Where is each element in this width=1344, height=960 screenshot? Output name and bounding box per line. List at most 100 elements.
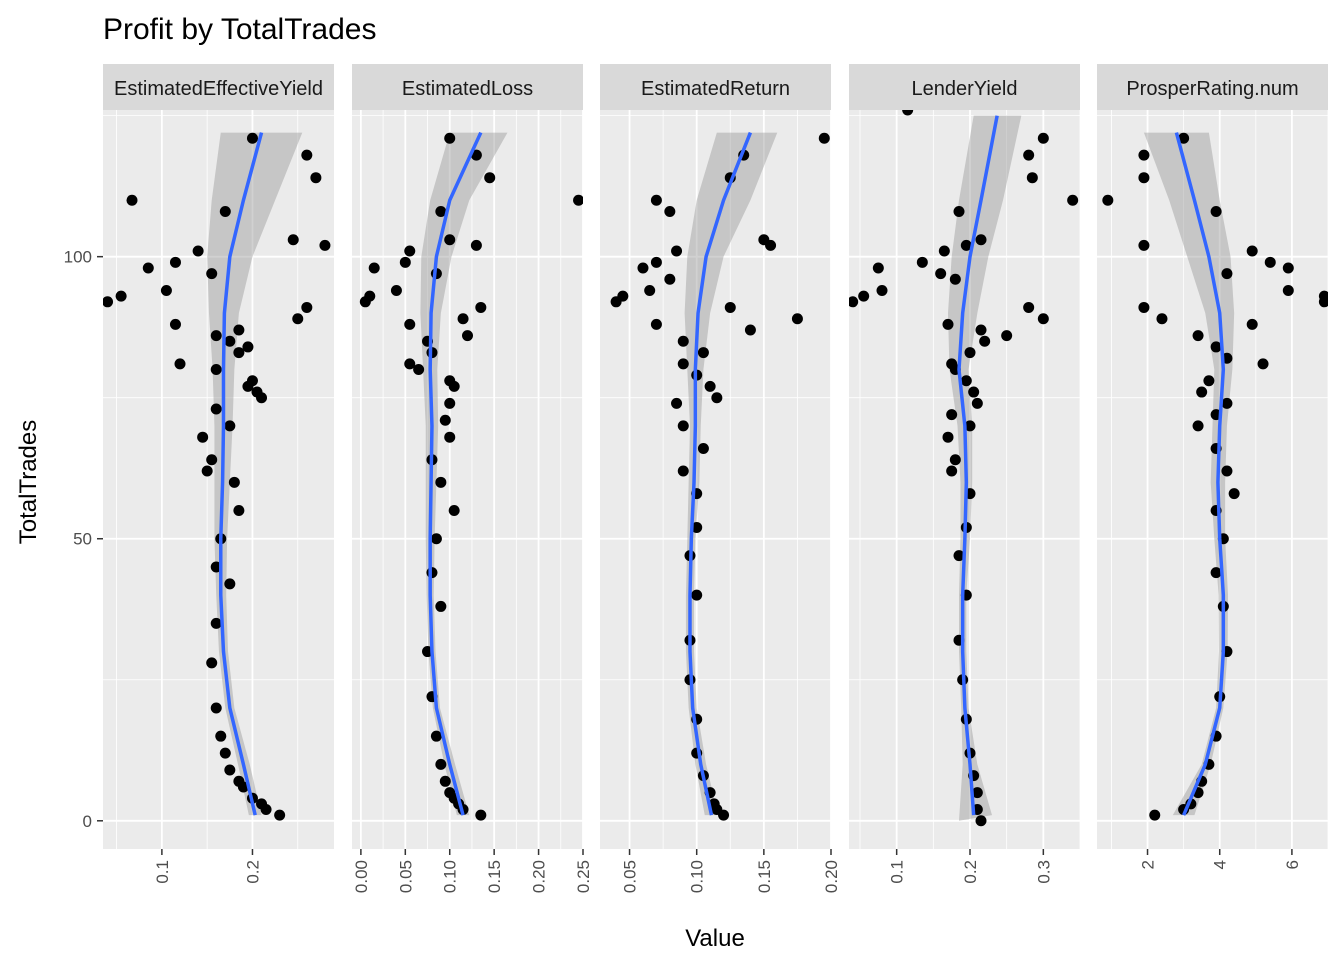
x-tick-label: 0.00 bbox=[352, 860, 371, 893]
data-point bbox=[1203, 375, 1215, 387]
data-point bbox=[858, 290, 870, 302]
data-point bbox=[724, 301, 736, 313]
facet-panel-estimatedeffectiveyield: EstimatedEffectiveYield 0.1 0.2 bbox=[103, 64, 334, 884]
data-point bbox=[210, 561, 222, 573]
y-tick-label: 50 bbox=[73, 530, 92, 549]
x-tick-label: 0.10 bbox=[688, 860, 707, 893]
data-point bbox=[233, 505, 245, 517]
data-point bbox=[1246, 318, 1258, 330]
facet-panel-estimatedloss: EstimatedLoss 0.00 0.05 0.10 0.15 0.20 0.25 bbox=[352, 64, 593, 893]
data-point bbox=[224, 420, 236, 432]
data-point bbox=[169, 318, 181, 330]
data-point bbox=[949, 454, 961, 466]
facet-strip-label: EstimatedEffectiveYield bbox=[114, 78, 323, 100]
data-point bbox=[1138, 239, 1150, 251]
data-point bbox=[210, 363, 222, 375]
confidence-ribbon bbox=[420, 132, 508, 816]
data-point bbox=[435, 758, 447, 770]
data-point bbox=[237, 781, 249, 793]
facet-strip-label: EstimatedReturn bbox=[641, 78, 790, 100]
x-tick-label: 6 bbox=[1283, 860, 1302, 869]
data-point bbox=[964, 347, 976, 359]
data-point bbox=[671, 397, 683, 409]
data-point bbox=[475, 301, 487, 313]
data-point bbox=[960, 375, 972, 387]
data-point bbox=[462, 330, 473, 342]
data-point bbox=[359, 296, 371, 308]
facet-panels: EstimatedEffectiveYield 0.1 0.2 EstimatedLo… bbox=[103, 64, 1328, 893]
smooth-line bbox=[957, 115, 999, 816]
data-point bbox=[818, 132, 830, 144]
data-point bbox=[228, 476, 240, 488]
data-point bbox=[1102, 194, 1114, 206]
x-tick-label: 0.2 bbox=[961, 860, 980, 884]
data-point bbox=[691, 589, 703, 601]
y-tick-label: 100 bbox=[64, 248, 92, 267]
x-tick-label: 0.05 bbox=[621, 860, 640, 893]
data-point bbox=[960, 239, 972, 251]
data-point bbox=[287, 234, 299, 246]
data-point bbox=[435, 476, 447, 488]
data-point bbox=[691, 521, 703, 533]
data-point bbox=[126, 194, 138, 206]
data-point bbox=[697, 442, 709, 454]
x-tick-label: 4 bbox=[1211, 860, 1230, 869]
x-axis-title: Value bbox=[685, 925, 745, 952]
data-point bbox=[1001, 330, 1013, 342]
data-point bbox=[274, 809, 286, 821]
y-axis: 0 50 100 bbox=[64, 248, 103, 831]
data-point bbox=[971, 787, 983, 799]
facet-panel-prosperrating-num: ProsperRating.num 2 4 6 bbox=[1097, 64, 1328, 869]
data-point bbox=[637, 262, 649, 274]
data-point bbox=[979, 335, 991, 347]
data-point bbox=[1210, 341, 1222, 353]
smooth-line bbox=[219, 132, 264, 816]
facet-strip-label: ProsperRating.num bbox=[1126, 78, 1298, 100]
data-point bbox=[160, 285, 172, 297]
data-point bbox=[1210, 206, 1222, 218]
data-point bbox=[1192, 420, 1204, 432]
facet-panel-lenderyield: LenderYield 0.1 0.2 0.3 bbox=[849, 64, 1080, 884]
data-point bbox=[206, 657, 218, 669]
data-point bbox=[192, 245, 204, 257]
data-point bbox=[711, 392, 723, 404]
smooth-line bbox=[688, 131, 753, 816]
data-point bbox=[448, 505, 460, 517]
data-point bbox=[573, 194, 583, 206]
data-point bbox=[206, 268, 218, 280]
chart-title: Profit by TotalTrades bbox=[103, 13, 376, 46]
data-point bbox=[404, 358, 416, 370]
facet-strip bbox=[600, 64, 831, 110]
facet-strip bbox=[849, 64, 1080, 110]
data-point bbox=[1023, 301, 1035, 313]
data-point bbox=[444, 431, 456, 443]
data-point bbox=[206, 454, 218, 466]
data-point bbox=[876, 285, 888, 297]
data-point bbox=[224, 764, 236, 776]
data-point bbox=[902, 110, 914, 116]
data-point bbox=[103, 296, 114, 308]
x-tick-label: 0.20 bbox=[530, 860, 549, 893]
smooth-line bbox=[428, 131, 483, 816]
data-point bbox=[1026, 172, 1038, 184]
data-point bbox=[246, 132, 258, 144]
x-tick-label: 0.10 bbox=[441, 860, 460, 893]
data-point bbox=[210, 617, 222, 629]
confidence-ribbon bbox=[1143, 132, 1235, 816]
data-point bbox=[1282, 262, 1294, 274]
data-point bbox=[444, 234, 456, 246]
data-point bbox=[1067, 194, 1079, 206]
smooth-line bbox=[1174, 132, 1226, 816]
data-point bbox=[475, 809, 487, 821]
data-point bbox=[301, 149, 313, 161]
data-point bbox=[677, 465, 689, 477]
data-point bbox=[650, 318, 662, 330]
confidence-ribbon bbox=[207, 132, 303, 816]
data-point bbox=[975, 815, 987, 827]
confidence-ribbon bbox=[684, 132, 778, 816]
data-point bbox=[310, 172, 322, 184]
data-point bbox=[1228, 488, 1240, 500]
data-point bbox=[1196, 386, 1208, 398]
data-point bbox=[219, 747, 231, 759]
